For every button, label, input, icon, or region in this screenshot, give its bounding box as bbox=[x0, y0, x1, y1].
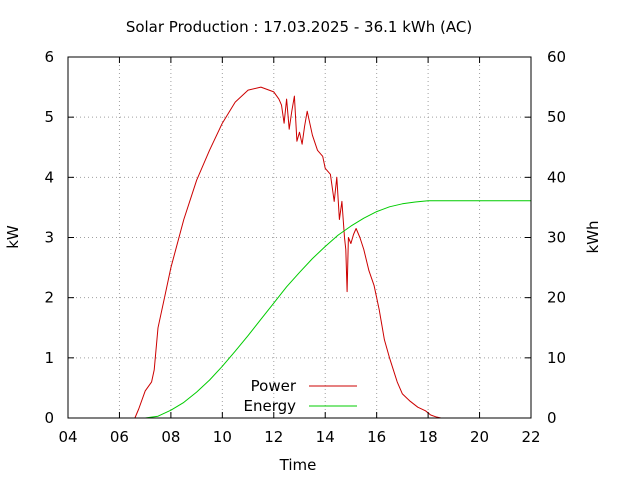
y-left-tick-label: 5 bbox=[44, 108, 54, 126]
x-tick-label: 18 bbox=[419, 428, 438, 446]
y-left-tick-label: 6 bbox=[44, 48, 54, 66]
x-tick-label: 12 bbox=[264, 428, 283, 446]
legend-label-energy: Energy bbox=[243, 397, 296, 415]
y-right-tick-label: 40 bbox=[547, 168, 566, 186]
y-left-tick-label: 0 bbox=[44, 409, 54, 427]
y-left-tick-label: 3 bbox=[44, 229, 54, 247]
grid-lines bbox=[68, 57, 531, 418]
y-right-tick-label: 10 bbox=[547, 349, 566, 367]
y-right-tick-label: 50 bbox=[547, 108, 566, 126]
x-tick-label: 06 bbox=[110, 428, 129, 446]
y-left-axis-label: kW bbox=[4, 225, 22, 249]
x-tick-label: 14 bbox=[316, 428, 335, 446]
x-tick-label: 04 bbox=[58, 428, 77, 446]
legend: Power Energy bbox=[243, 377, 357, 415]
x-tick-label: 08 bbox=[161, 428, 180, 446]
x-axis-label: Time bbox=[279, 456, 317, 474]
y-right-axis-label: kWh bbox=[584, 220, 602, 253]
y-right-tick-label: 30 bbox=[547, 229, 566, 247]
series-line-energy bbox=[145, 200, 531, 419]
chart-title: Solar Production : 17.03.2025 - 36.1 kWh… bbox=[126, 18, 472, 36]
legend-label-power: Power bbox=[251, 377, 297, 395]
x-tick-label: 20 bbox=[470, 428, 489, 446]
x-tick-label: 10 bbox=[213, 428, 232, 446]
x-tick-label: 22 bbox=[521, 428, 540, 446]
y-left-tick-label: 1 bbox=[44, 349, 54, 367]
y-left-tick-label: 4 bbox=[44, 168, 54, 186]
y-right-tick-label: 0 bbox=[547, 409, 557, 427]
series-line-power bbox=[134, 86, 442, 419]
x-tick-label: 16 bbox=[367, 428, 386, 446]
y-left-tick-label: 2 bbox=[44, 289, 54, 307]
series-layer bbox=[134, 86, 531, 419]
y-right-tick-label: 60 bbox=[547, 48, 566, 66]
y-right-tick-label: 20 bbox=[547, 289, 566, 307]
